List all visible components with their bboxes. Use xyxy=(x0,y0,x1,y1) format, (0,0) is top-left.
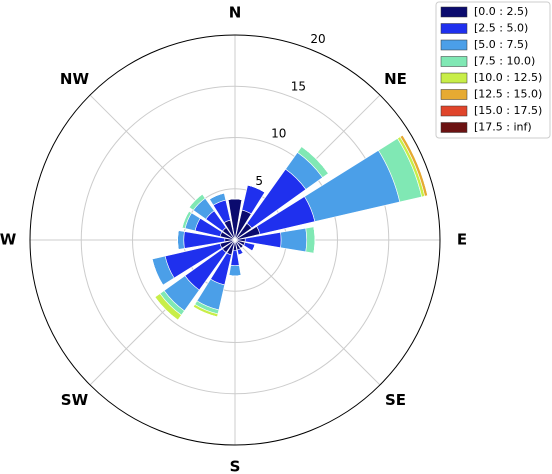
grid-ring xyxy=(80,85,390,395)
legend-label: [5.0 : 7.5) xyxy=(474,38,528,51)
direction-label: NW xyxy=(60,70,90,88)
legend-label: [10.0 : 12.5) xyxy=(474,71,542,84)
wind-segment xyxy=(301,146,329,174)
direction-label: SW xyxy=(61,391,89,409)
wind-segment xyxy=(252,244,256,252)
legend-swatch xyxy=(440,23,468,34)
wind-segment xyxy=(209,192,225,200)
wind-segment xyxy=(228,264,242,277)
radial-tick-label: 20 xyxy=(310,32,325,46)
legend-label: [0.0 : 2.5) xyxy=(474,5,528,18)
legend-swatch xyxy=(440,39,468,51)
wind-segment xyxy=(236,248,244,256)
legend-swatch xyxy=(440,56,468,67)
direction-label: NE xyxy=(384,70,407,88)
grid-ring xyxy=(132,137,338,343)
radial-tick-label: 10 xyxy=(271,127,286,141)
wind-segment xyxy=(247,184,266,193)
wind-segment xyxy=(402,135,429,196)
legend-label: [15.0 : 17.5) xyxy=(474,104,542,117)
direction-label: SE xyxy=(385,391,406,409)
legend-swatch xyxy=(440,122,468,133)
legend-label: [12.5 : 15.0) xyxy=(474,88,542,101)
wind-segment xyxy=(240,245,244,249)
legend-label: [17.5 : inf) xyxy=(474,121,532,134)
direction-label: N xyxy=(229,4,242,22)
wind-segment xyxy=(228,198,242,200)
direction-label: E xyxy=(457,231,467,249)
outer-ring xyxy=(29,34,441,446)
legend-swatch xyxy=(440,89,468,100)
direction-label: S xyxy=(230,458,241,474)
wind-segment xyxy=(238,252,244,256)
wind-segment xyxy=(280,227,308,253)
wind-segment xyxy=(177,230,185,250)
legend-label: [2.5 : 5.0) xyxy=(474,22,528,35)
legend-swatch xyxy=(440,72,468,84)
direction-label: W xyxy=(0,231,17,249)
legend-swatch xyxy=(440,6,468,18)
wind-segment xyxy=(305,226,316,254)
radial-tick-label: 15 xyxy=(291,79,306,93)
wind-segment xyxy=(151,259,164,286)
legend-label: [7.5 : 10.0) xyxy=(474,55,535,68)
legend-box xyxy=(435,1,551,139)
legend-swatch xyxy=(440,105,468,117)
radial-tick-label: 5 xyxy=(255,174,263,188)
